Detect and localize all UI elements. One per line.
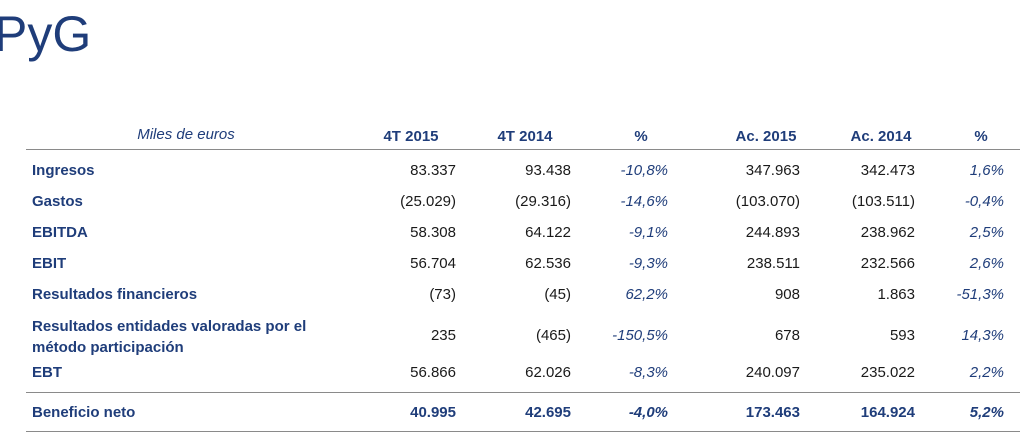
row-label: Resultados financieros — [32, 286, 198, 303]
pct-annual: 1,6% — [969, 162, 1004, 179]
row-label: Gastos — [32, 193, 83, 210]
value-ac2014: (103.511) — [851, 193, 915, 210]
table-row: EBT 56.866 62.026 -8,3% 240.097 235.022 … — [26, 364, 1020, 386]
pct-quarter: 62,2% — [625, 286, 668, 303]
row-label: EBT — [32, 364, 62, 381]
bottom-divider — [26, 431, 1020, 432]
value-4t2015: 235 — [430, 327, 456, 344]
row-label: EBITDA — [32, 224, 88, 241]
value-4t2015: 58.308 — [410, 224, 456, 241]
col-header-ac2014: Ac. 2014 — [850, 128, 912, 145]
value-ac2014: 232.566 — [860, 255, 915, 272]
value-ac2014: 1.863 — [877, 286, 915, 303]
value-ac2015: 347.963 — [745, 162, 800, 179]
value-4t2014: (45) — [544, 286, 571, 303]
value-ac2015: 678 — [774, 327, 800, 344]
table-row: EBIT 56.704 62.536 -9,3% 238.511 232.566… — [26, 255, 1020, 277]
table-row: Resultados entidades valoradas por el mé… — [26, 316, 1020, 360]
total-ac2015: 173.463 — [745, 404, 800, 421]
value-ac2014: 235.022 — [860, 364, 915, 381]
value-4t2014: 64.122 — [525, 224, 571, 241]
table-header-row: Miles de euros 4T 2015 4T 2014 % Ac. 201… — [26, 126, 1020, 148]
value-ac2014: 238.962 — [860, 224, 915, 241]
pct-quarter: -14,6% — [620, 193, 668, 210]
units-header: Miles de euros — [137, 126, 235, 143]
value-4t2014: 62.026 — [525, 364, 571, 381]
page-title: PyG — [0, 6, 92, 62]
row-label: Resultados entidades valoradas por el mé… — [32, 318, 307, 356]
value-4t2014: 62.536 — [525, 255, 571, 272]
table-row: Gastos (25.029) (29.316) -14,6% (103.070… — [26, 193, 1020, 215]
value-ac2015: 244.893 — [745, 224, 800, 241]
pct-quarter: -9,3% — [628, 255, 668, 272]
value-4t2015: (25.029) — [400, 193, 456, 210]
col-header-4t2015: 4T 2015 — [383, 128, 439, 145]
pct-annual: -51,3% — [956, 286, 1004, 303]
value-ac2015: 238.511 — [746, 255, 800, 272]
pct-annual: 2,5% — [969, 224, 1004, 241]
total-label: Beneficio neto — [32, 404, 136, 421]
total-row: Beneficio neto 40.995 42.695 -4,0% 173.4… — [26, 404, 1020, 426]
total-divider — [26, 392, 1020, 393]
total-4t2015: 40.995 — [410, 404, 456, 421]
value-4t2015: 56.866 — [410, 364, 456, 381]
pct-annual: 2,2% — [969, 364, 1004, 381]
value-4t2015: (73) — [429, 286, 456, 303]
pct-annual: 14,3% — [961, 327, 1004, 344]
col-header-pct-annual: % — [974, 128, 988, 145]
value-4t2014: (29.316) — [515, 193, 571, 210]
value-4t2015: 56.704 — [410, 255, 456, 272]
pct-quarter: -9,1% — [628, 224, 668, 241]
pct-quarter: -150,5% — [612, 327, 668, 344]
pct-quarter: -8,3% — [628, 364, 668, 381]
col-header-4t2014: 4T 2014 — [497, 128, 553, 145]
pct-quarter: -10,8% — [620, 162, 668, 179]
value-4t2015: 83.337 — [410, 162, 456, 179]
table-row: Ingresos 83.337 93.438 -10,8% 347.963 34… — [26, 162, 1020, 184]
value-ac2015: (103.070) — [735, 193, 800, 210]
total-4t2014: 42.695 — [525, 404, 571, 421]
value-4t2014: (465) — [535, 327, 571, 344]
row-label: Ingresos — [32, 162, 95, 179]
col-header-ac2015: Ac. 2015 — [735, 128, 797, 145]
header-divider — [26, 149, 1020, 150]
value-ac2015: 908 — [774, 286, 800, 303]
value-4t2014: 93.438 — [525, 162, 571, 179]
col-header-pct-quarter: % — [634, 128, 648, 145]
total-pct-annual: 5,2% — [969, 404, 1004, 421]
table-row: EBITDA 58.308 64.122 -9,1% 244.893 238.9… — [26, 224, 1020, 246]
value-ac2014: 342.473 — [860, 162, 915, 179]
total-ac2014: 164.924 — [860, 404, 915, 421]
value-ac2015: 240.097 — [745, 364, 800, 381]
pct-annual: -0,4% — [964, 193, 1004, 210]
table-row: Resultados financieros (73) (45) 62,2% 9… — [26, 286, 1020, 308]
row-label: EBIT — [32, 255, 67, 272]
value-ac2014: 593 — [889, 327, 915, 344]
total-pct-quarter: -4,0% — [628, 404, 668, 421]
pct-annual: 2,6% — [969, 255, 1004, 272]
